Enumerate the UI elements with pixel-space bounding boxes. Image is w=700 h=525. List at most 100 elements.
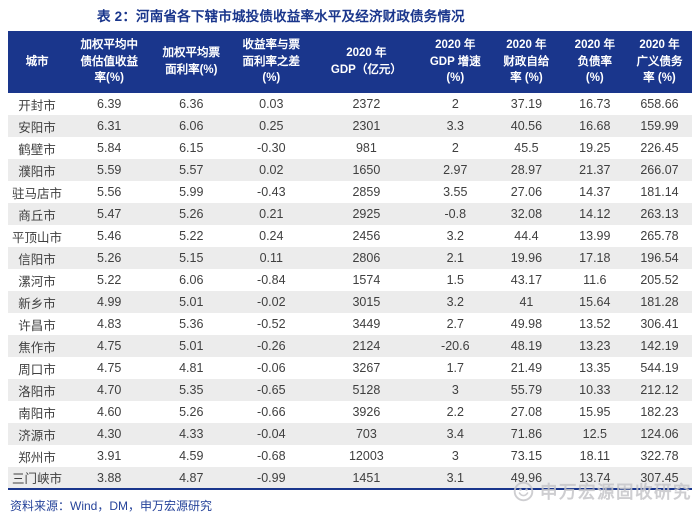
value-cell: 13.35 (579, 361, 611, 375)
table-row: 洛阳市 4.70 5.35 -0.65 5128 3 55.79 10.33 212.12 (8, 379, 692, 401)
value-cell: 3.2 (446, 229, 464, 243)
value-cell: 19.96 (510, 251, 543, 265)
value-cell: 3449 (352, 317, 381, 331)
column-header: 加权平均票 面利率(%) (152, 31, 231, 93)
value-cell: 4.33 (179, 427, 204, 441)
city-cell: 新乡市 (18, 296, 56, 311)
value-cell: 10.33 (579, 383, 611, 397)
value-cell: 5.22 (97, 273, 122, 287)
table-row: 焦作市 4.75 5.01 -0.26 2124 -20.6 48.19 13.23 142.1… (8, 335, 692, 357)
value-cell: 5.15 (179, 251, 204, 265)
value-cell: 703 (355, 427, 377, 441)
value-cell: 3.3 (446, 119, 464, 133)
table-row: 信阳市 5.26 5.15 0.11 2806 2.1 19.96 17.18 196.54 (8, 247, 692, 269)
value-cell: 2124 (352, 339, 381, 353)
value-cell: 212.12 (640, 383, 679, 397)
value-cell: 1451 (352, 470, 381, 485)
value-cell: 48.19 (510, 339, 543, 353)
city-cell: 信阳市 (18, 252, 56, 267)
value-cell: 2.7 (446, 317, 464, 331)
value-cell: 16.68 (579, 119, 611, 133)
value-cell: 27.06 (510, 185, 543, 199)
value-cell: 2 (451, 141, 459, 155)
column-header: 2020 年 负债率 (%) (562, 31, 627, 93)
value-cell: 1650 (352, 163, 381, 177)
value-cell: 124.06 (640, 427, 679, 441)
value-cell: 263.13 (640, 207, 679, 221)
value-cell: 41 (519, 295, 534, 309)
value-cell: 3.4 (446, 427, 464, 441)
value-cell: 28.97 (510, 163, 543, 177)
value-cell: 32.08 (510, 207, 543, 221)
value-cell: 45.5 (514, 141, 539, 155)
value-cell: -0.52 (257, 317, 286, 331)
column-header: 2020 年 广义债务 率 (%) (626, 31, 692, 93)
value-cell: 44.4 (514, 229, 539, 243)
value-cell: -0.04 (257, 427, 286, 441)
value-cell: 13.52 (579, 317, 611, 331)
value-cell: 18.11 (579, 449, 610, 463)
value-cell: 5.26 (179, 207, 204, 221)
table-row: 开封市 6.39 6.36 0.03 2372 2 37.19 16.73 658.66 (8, 93, 692, 115)
value-cell: 4.81 (179, 361, 204, 375)
value-cell: 13.99 (579, 229, 611, 243)
value-cell: 544.19 (640, 361, 679, 375)
value-cell: 2859 (352, 185, 381, 199)
value-cell: 21.37 (579, 163, 611, 177)
value-cell: -0.68 (257, 449, 286, 463)
value-cell: 6.36 (179, 97, 204, 111)
city-cell: 许昌市 (18, 318, 56, 333)
table-row: 漯河市 5.22 6.06 -0.84 1574 1.5 43.17 11.6 205.52 (8, 269, 692, 291)
value-cell: 1574 (352, 273, 381, 287)
value-cell: 2925 (352, 207, 381, 221)
table-row: 平顶山市 5.46 5.22 0.24 2456 3.2 44.4 13.99 265.78 (8, 225, 692, 247)
table-title: 表 2：河南省各下辖市城投债收益率水平及经济财政债务情况 (97, 9, 465, 24)
value-cell: 0.11 (259, 251, 283, 265)
value-cell: 17.18 (579, 251, 611, 265)
table-row: 三门峡市 3.88 4.87 -0.99 1451 3.1 49.96 13.74 307.45 (8, 467, 692, 489)
value-cell: 4.75 (97, 361, 122, 375)
value-cell: 71.86 (510, 427, 543, 441)
value-cell: -20.6 (441, 339, 470, 353)
value-cell: 15.64 (579, 295, 611, 309)
table-row: 周口市 4.75 4.81 -0.06 3267 1.7 21.49 13.35 544.19 (8, 357, 692, 379)
city-cell: 商丘市 (18, 208, 56, 223)
city-cell: 漯河市 (18, 274, 56, 289)
value-cell: 0.25 (259, 119, 284, 133)
table-row: 郑州市 3.91 4.59 -0.68 12003 3 73.15 18.11 322.78 (8, 445, 692, 467)
value-cell: 5.26 (179, 405, 204, 419)
value-cell: 5128 (352, 383, 381, 397)
value-cell: 5.84 (97, 141, 122, 155)
value-cell: 3267 (352, 361, 381, 375)
value-cell: 3015 (352, 295, 381, 309)
value-cell: 3926 (352, 405, 381, 419)
table-row: 驻马店市 5.56 5.99 -0.43 2859 3.55 27.06 14.37 181.1… (8, 181, 692, 203)
value-cell: 0.03 (259, 97, 284, 111)
value-cell: 13.23 (579, 339, 611, 353)
value-cell: 49.98 (510, 317, 543, 331)
value-cell: 5.57 (179, 163, 204, 177)
value-cell: 2301 (352, 119, 381, 133)
value-cell: -0.84 (257, 273, 286, 287)
column-header: 加权平均中 债估值收益 率(%) (66, 31, 153, 93)
value-cell: 3.2 (446, 295, 464, 309)
value-cell: -0.30 (257, 141, 286, 155)
value-cell: 5.01 (179, 295, 204, 309)
value-cell: 21.49 (510, 361, 543, 375)
city-cell: 三门峡市 (12, 472, 63, 486)
city-cell: 郑州市 (18, 450, 56, 465)
value-cell: 6.31 (97, 119, 122, 133)
value-cell: 322.78 (640, 449, 679, 463)
value-cell: 12.5 (582, 427, 607, 441)
city-cell: 安阳市 (18, 120, 56, 135)
value-cell: 12003 (348, 449, 384, 463)
value-cell: 40.56 (510, 119, 543, 133)
value-cell: 4.70 (97, 383, 122, 397)
value-cell: 3.91 (97, 449, 122, 463)
city-cell: 南阳市 (18, 406, 56, 421)
value-cell: 6.39 (97, 97, 122, 111)
city-cell: 周口市 (18, 362, 56, 377)
value-cell: 2372 (352, 97, 381, 111)
table-row: 安阳市 6.31 6.06 0.25 2301 3.3 40.56 16.68 159.99 (8, 115, 692, 137)
